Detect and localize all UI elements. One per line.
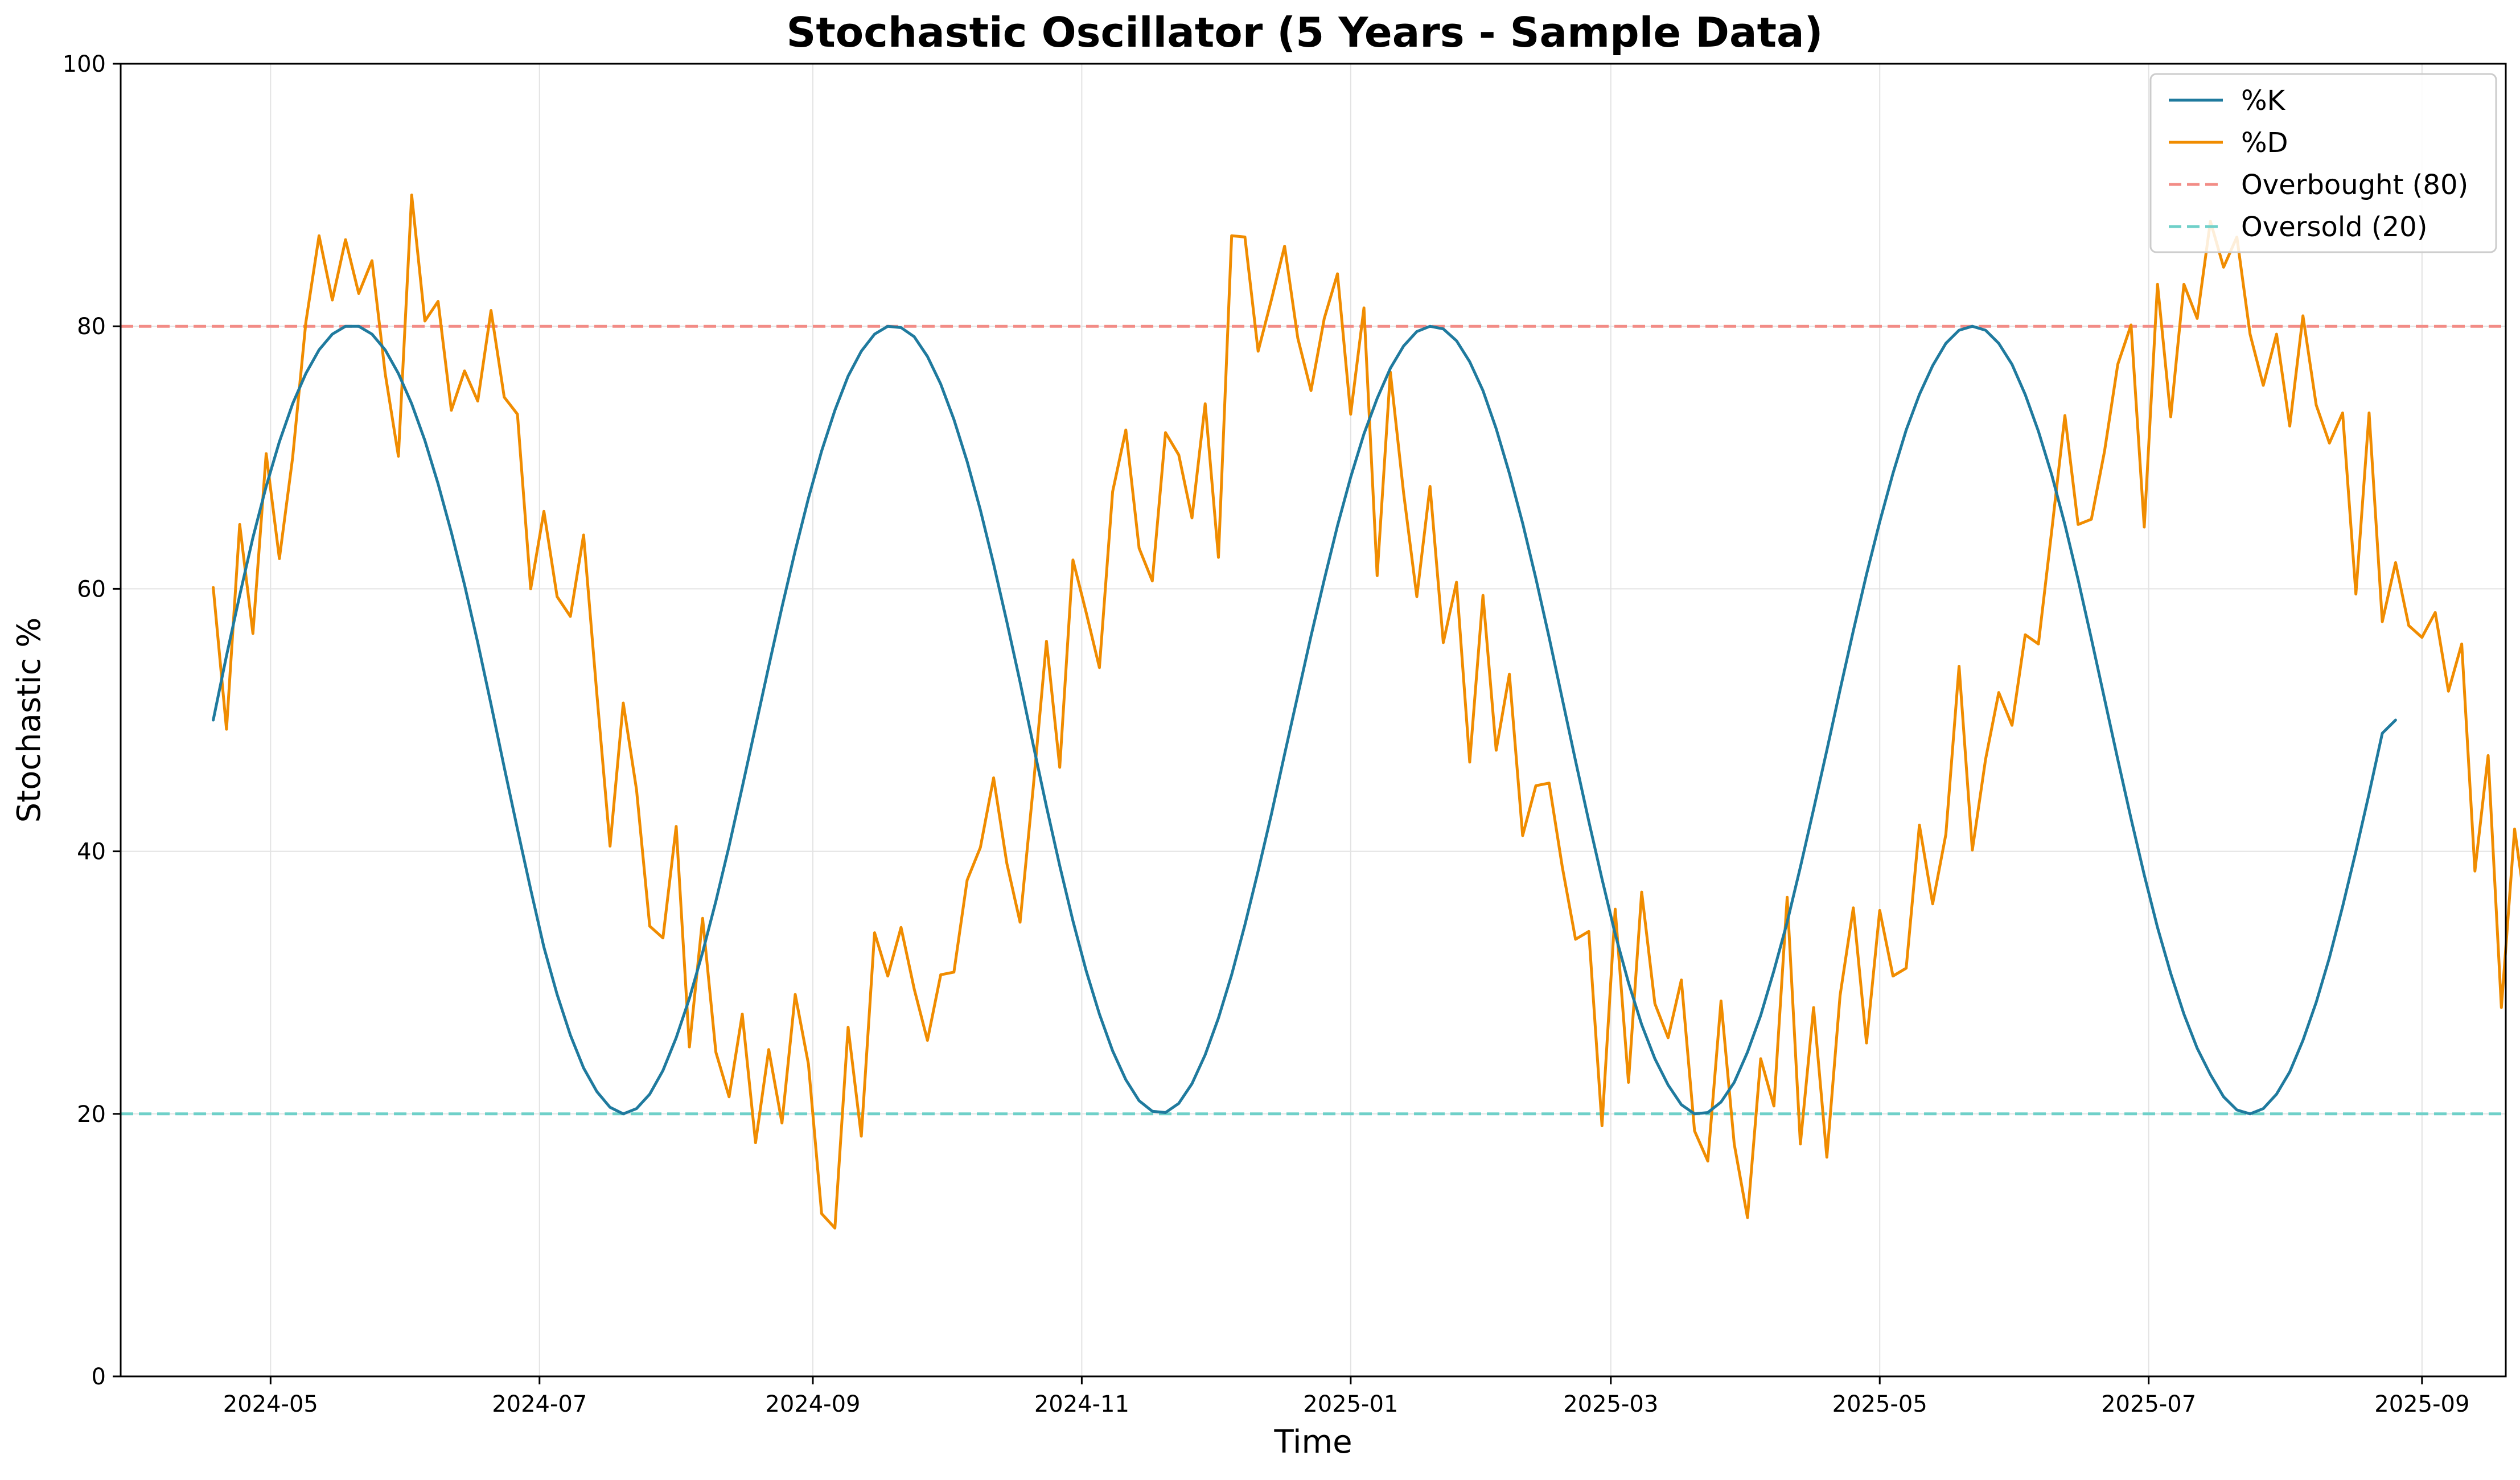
legend-entry-d: %D — [2169, 127, 2288, 159]
legend-box — [2149, 73, 2497, 253]
x-axis-title: Time — [1273, 1424, 1352, 1461]
legend-label-oversold: Oversold (20) — [2241, 211, 2427, 243]
series-line-d — [212, 194, 2520, 1230]
y-tick-label: 40 — [77, 839, 106, 865]
y-tick-label: 60 — [77, 576, 106, 602]
x-tick-label: 2024-11 — [1034, 1391, 1129, 1417]
legend-label-k: %K — [2241, 85, 2286, 117]
legend-entry-overbought: Overbought (80) — [2169, 169, 2468, 201]
x-tick-label: 2025-07 — [2101, 1391, 2196, 1417]
y-tick-label: 80 — [77, 314, 106, 340]
legend-label-d: %D — [2241, 127, 2288, 159]
legend-entry-oversold: Oversold (20) — [2169, 211, 2427, 243]
series-lines — [212, 194, 2520, 1230]
series-line-k — [212, 324, 2397, 1116]
legend-entry-k: %K — [2169, 85, 2286, 117]
legend-label-overbought: Overbought (80) — [2241, 169, 2468, 201]
x-tick-label: 2024-05 — [223, 1391, 318, 1417]
axis-ticks: 0 20 40 60 80 100 2024-05 2024-07 2024-09 2024-11… — [63, 51, 2470, 1417]
x-tick-label: 2024-09 — [765, 1391, 860, 1417]
x-tick-label: 2025-09 — [2374, 1391, 2469, 1417]
x-tick-label: 2024-07 — [492, 1391, 587, 1417]
x-tick-label: 2025-03 — [1563, 1391, 1658, 1417]
chart-title: Stochastic Oscillator (5 Years - Sample … — [786, 9, 1823, 56]
x-tick-label: 2025-05 — [1832, 1391, 1927, 1417]
y-axis-title: Stochastic % — [11, 618, 48, 823]
x-tick-label: 2025-01 — [1303, 1391, 1398, 1417]
y-tick-label: 20 — [77, 1101, 106, 1128]
y-tick-label: 0 — [92, 1364, 106, 1390]
reference-lines — [121, 324, 2506, 1116]
legend: %K %D Overbought (80) Oversold (20) — [2149, 73, 2497, 253]
y-tick-label: 100 — [63, 51, 106, 77]
plot-frame — [120, 63, 2507, 1378]
